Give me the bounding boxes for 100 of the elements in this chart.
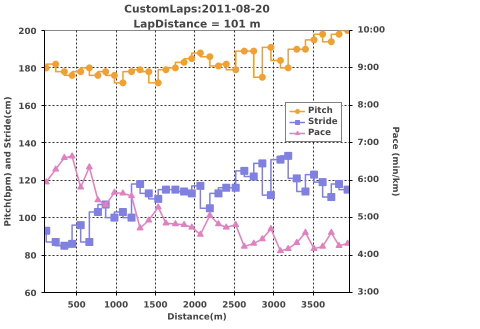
point: [85, 238, 94, 246]
point: [52, 238, 60, 246]
point: [267, 44, 274, 51]
point: [335, 180, 344, 188]
point: [145, 216, 152, 222]
point: [336, 30, 343, 38]
point: [310, 170, 318, 179]
y-tick-label: 180: [18, 64, 37, 74]
y-tick-label: 100: [18, 214, 37, 224]
x-tick-label: 1500: [143, 300, 168, 310]
point: [240, 166, 248, 175]
point: [310, 36, 318, 44]
point: [258, 235, 266, 242]
y-tick-label: 80: [24, 252, 36, 262]
point: [284, 244, 292, 251]
point: [214, 220, 222, 226]
point: [319, 30, 326, 38]
y2-tick-label: 7:00: [358, 138, 380, 148]
point: [196, 49, 204, 56]
point: [232, 220, 240, 227]
point: [240, 242, 248, 249]
point: [310, 244, 318, 251]
y2-tick-label: 6:00: [358, 175, 380, 186]
point: [214, 62, 222, 70]
point: [222, 223, 230, 230]
y-tick-label: 160: [18, 102, 37, 112]
point: [162, 66, 170, 74]
point: [172, 64, 179, 72]
point: [250, 172, 258, 180]
point: [154, 203, 162, 210]
point: [110, 188, 118, 195]
point: [293, 238, 300, 245]
point: [154, 194, 162, 203]
point: [266, 191, 275, 200]
y-tick-label: 60: [24, 289, 36, 299]
y2-tick-label: 4:00: [358, 250, 380, 260]
point: [136, 180, 144, 188]
point: [222, 184, 230, 192]
point: [232, 184, 240, 192]
x-tick-label: 2000: [182, 300, 207, 310]
point: [214, 189, 222, 198]
x-tick-label: 3500: [301, 300, 326, 310]
point: [86, 64, 93, 72]
point: [52, 60, 60, 68]
x-tick-label: 2500: [222, 300, 246, 310]
legend-label: Pitch: [308, 106, 333, 116]
point: [162, 219, 170, 226]
point: [180, 58, 188, 66]
point: [293, 46, 300, 53]
y-tick-label: 200: [18, 27, 37, 37]
point: [302, 228, 309, 235]
y-axis-title: Pitch(bpm) and Stride(cm): [3, 96, 14, 227]
point: [136, 224, 144, 230]
point: [76, 221, 85, 230]
point: [327, 193, 336, 202]
point: [196, 230, 204, 237]
point: [94, 196, 102, 202]
point: [110, 214, 118, 222]
point: [180, 187, 188, 196]
x-axis-title: Distance(m): [167, 312, 227, 322]
point: [94, 72, 102, 79]
point: [94, 208, 102, 216]
point: [328, 228, 335, 235]
point: [250, 48, 258, 55]
point: [110, 72, 118, 79]
point: [319, 242, 326, 249]
point: [276, 56, 284, 64]
point: [68, 152, 76, 158]
point: [77, 183, 84, 190]
point: [77, 68, 84, 76]
y-tick-label: 120: [18, 176, 37, 187]
point: [196, 182, 204, 190]
point: [258, 159, 266, 168]
point: [267, 224, 274, 232]
point: [222, 60, 230, 68]
point: [171, 186, 180, 194]
point: [118, 208, 127, 216]
y2-axis-title: Pace (min/km): [390, 126, 400, 197]
point: [276, 156, 284, 164]
chart-subtitle: LapDistance = 101 m: [133, 18, 261, 30]
y2-tick-label: 3:00: [358, 288, 380, 298]
point: [136, 66, 144, 74]
point: [232, 66, 240, 74]
legend-label: Pace: [308, 128, 331, 138]
point: [162, 186, 170, 194]
point: [172, 220, 179, 226]
chart-title: CustomLaps:2011-08-20: [124, 2, 270, 16]
point: [60, 68, 68, 76]
point: [292, 174, 301, 182]
y2-tick-label: 10:00: [358, 26, 386, 36]
point: [276, 246, 284, 254]
y2-tick-label: 8:00: [358, 100, 380, 110]
point: [52, 165, 60, 172]
point: [284, 152, 292, 160]
point: [60, 242, 68, 250]
point: [86, 163, 93, 170]
point: [128, 192, 136, 198]
point: [119, 79, 126, 86]
point: [301, 187, 310, 196]
y2-tick-label: 9:00: [358, 62, 380, 73]
